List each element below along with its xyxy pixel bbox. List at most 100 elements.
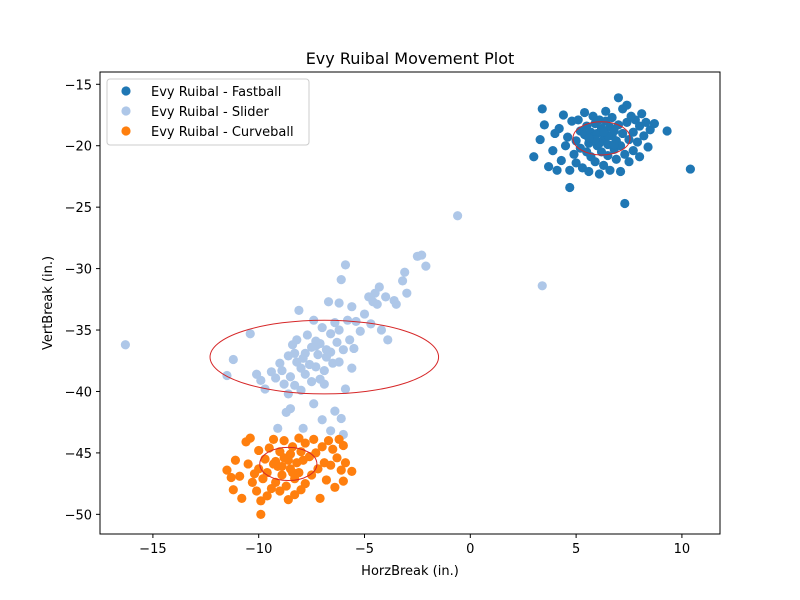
ellipse-series-0 (572, 121, 631, 156)
point-s2-1 (226, 472, 236, 483)
point-s2-13 (254, 445, 264, 456)
x-tick-label: −5 (355, 542, 374, 557)
point-s1-54 (340, 384, 351, 394)
point-s2-50 (313, 464, 323, 474)
x-tick-label: −10 (245, 542, 272, 557)
point-s1-52 (338, 345, 348, 355)
point-s1-34 (313, 350, 323, 360)
point-s2-64 (340, 458, 351, 468)
point-s1-32 (311, 362, 321, 372)
point-s1-57 (347, 302, 357, 312)
point-s2-12 (254, 464, 264, 474)
point-s1-43 (326, 329, 336, 339)
point-s1-68 (376, 325, 387, 335)
point-s1-70 (383, 335, 393, 345)
y-tick-label: −25 (65, 201, 92, 216)
point-s2-54 (321, 475, 332, 485)
point-s2-56 (326, 460, 336, 470)
point-s0-58 (615, 166, 626, 177)
point-s1-37 (317, 322, 327, 333)
point-s2-44 (300, 438, 310, 448)
point-s0-4 (544, 162, 554, 172)
y-tick-label: −50 (65, 508, 92, 523)
point-s0-3 (539, 120, 549, 130)
point-s0-62 (620, 149, 630, 159)
point-s2-62 (338, 440, 348, 451)
point-s1-73 (397, 276, 408, 286)
point-s1-14 (283, 389, 293, 399)
point-s0-12 (563, 132, 573, 142)
point-s1-79 (453, 211, 463, 221)
point-s1-20 (292, 335, 302, 345)
point-s1-16 (285, 372, 296, 382)
point-s1-58 (349, 343, 359, 354)
point-s2-59 (332, 453, 342, 463)
point-s1-21 (294, 305, 304, 315)
point-s0-13 (565, 182, 575, 193)
point-s2-28 (277, 470, 287, 480)
point-s1-77 (417, 250, 427, 260)
point-s0-28 (584, 166, 594, 177)
point-s0-81 (685, 164, 695, 174)
point-s0-71 (632, 137, 643, 147)
point-s2-55 (323, 436, 334, 446)
point-s1-56 (345, 335, 355, 345)
y-tick-label: −35 (65, 324, 92, 339)
point-s0-87 (609, 139, 619, 150)
point-s2-67 (277, 461, 287, 472)
point-s1-78 (421, 261, 431, 271)
point-s0-85 (599, 127, 609, 137)
point-s1-91 (347, 363, 357, 373)
x-tick-label: 10 (674, 542, 691, 557)
point-s1-1 (222, 370, 232, 381)
point-s0-33 (590, 157, 600, 167)
point-s1-11 (277, 365, 287, 376)
point-s2-40 (294, 467, 304, 478)
point-s1-8 (271, 373, 281, 383)
point-s0-44 (601, 106, 611, 116)
point-s1-51 (336, 275, 346, 285)
point-s2-52 (317, 442, 327, 452)
point-s2-15 (256, 509, 266, 519)
point-s2-39 (294, 433, 304, 443)
point-s2-48 (309, 434, 319, 444)
point-s2-23 (268, 434, 279, 444)
legend-marker-2 (121, 126, 131, 136)
point-s2-31 (281, 481, 291, 491)
point-s1-44 (326, 347, 336, 357)
ellipse-series-2 (259, 446, 318, 482)
point-s0-37 (594, 169, 604, 179)
point-s0-24 (579, 107, 590, 118)
point-s1-85 (336, 413, 346, 424)
point-s0-76 (641, 117, 651, 127)
point-s2-4 (235, 471, 245, 481)
point-s2-69 (271, 456, 281, 467)
legend-marker-1 (121, 106, 131, 116)
point-s0-50 (607, 112, 617, 123)
point-s1-9 (273, 423, 283, 433)
point-s0-55 (613, 93, 624, 103)
point-s1-74 (400, 267, 410, 277)
point-s2-17 (260, 454, 270, 464)
point-s2-0 (222, 465, 232, 475)
point-s1-80 (537, 281, 547, 291)
x-tick-label: 0 (466, 542, 474, 557)
y-axis-label: VertBreak (in.) (41, 256, 56, 350)
point-s2-58 (330, 482, 340, 492)
point-s0-14 (565, 165, 575, 175)
point-s1-84 (326, 426, 336, 436)
point-s1-60 (355, 326, 365, 336)
point-s2-9 (247, 477, 257, 487)
point-s2-57 (328, 444, 338, 454)
point-s1-49 (334, 325, 344, 335)
point-s1-75 (402, 288, 412, 298)
point-s0-73 (634, 152, 645, 162)
point-s2-37 (290, 490, 300, 500)
point-s1-29 (307, 377, 317, 387)
point-s1-5 (256, 375, 266, 386)
y-tick-label: −20 (65, 140, 92, 155)
point-s1-3 (245, 329, 255, 339)
point-s0-8 (554, 123, 564, 134)
point-s2-68 (287, 467, 298, 478)
